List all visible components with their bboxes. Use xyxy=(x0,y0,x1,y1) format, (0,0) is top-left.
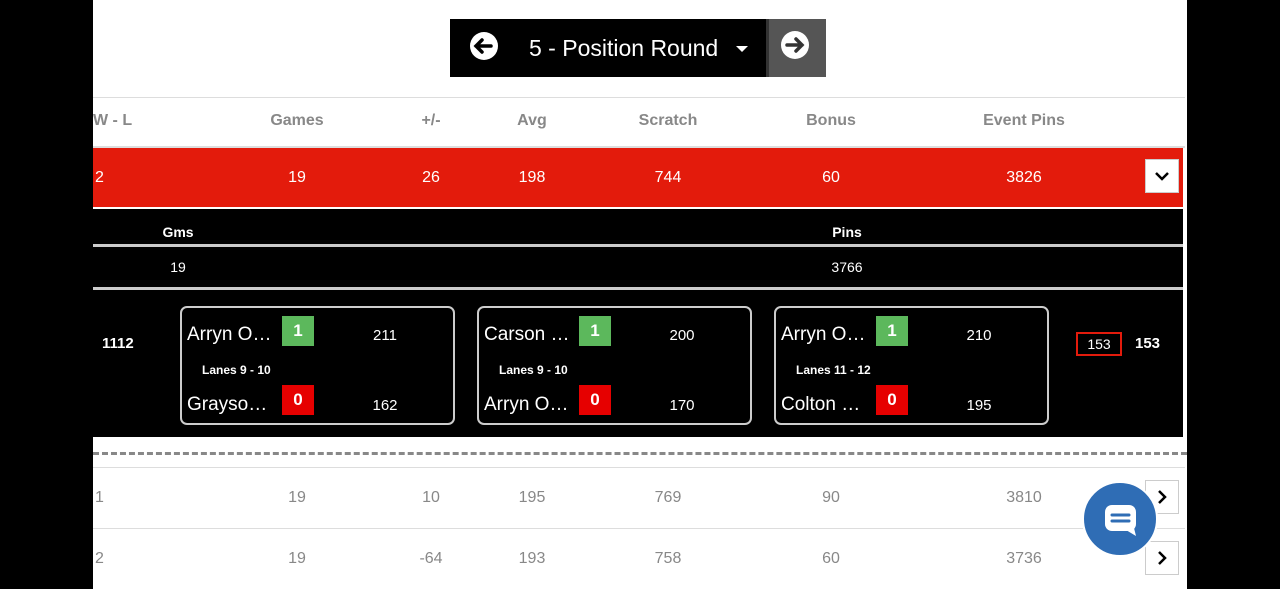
result: 0 xyxy=(876,385,908,415)
expand-button[interactable] xyxy=(1145,541,1179,575)
cell: 90 xyxy=(822,489,840,506)
cell: 3736 xyxy=(1006,550,1042,567)
dashed-divider xyxy=(93,452,1187,455)
score: 153 xyxy=(1135,335,1161,352)
lanes: Lanes 9 - 10 xyxy=(499,363,568,377)
column-header: Games xyxy=(270,112,324,129)
cell: 193 xyxy=(518,550,546,567)
cell: 1 xyxy=(95,489,104,506)
score: 195 xyxy=(966,397,992,414)
cell: -64 xyxy=(419,550,443,567)
chevron-right xyxy=(1158,551,1167,565)
column-header: Event Pins xyxy=(983,112,1065,129)
column-header: +/- xyxy=(421,112,441,129)
cell: 198 xyxy=(518,169,546,186)
divider xyxy=(93,287,1183,290)
match-card[interactable]: Lanes 9 - 10 Arryn O… 1 211 Grayso… 0 162 xyxy=(180,306,455,425)
boxed-score: 153 xyxy=(1076,332,1122,356)
detail-value: 3766 xyxy=(831,259,863,275)
detail-header: Gms xyxy=(162,224,194,240)
lanes: Lanes 11 - 12 xyxy=(796,363,871,377)
cell: 744 xyxy=(654,169,682,186)
cell: 60 xyxy=(822,169,840,186)
chat-button[interactable] xyxy=(1081,480,1159,558)
round-selector[interactable] xyxy=(450,19,766,77)
app: 5 - Position Round W - L 2 Games 19 +/- 26 Avg… xyxy=(93,0,1187,589)
score: 210 xyxy=(966,327,992,344)
player-name: Carson … xyxy=(484,324,570,345)
collapse-button[interactable] xyxy=(1145,159,1179,193)
total: 1112 xyxy=(102,335,134,352)
cell: 19 xyxy=(288,550,306,567)
cell: 26 xyxy=(422,169,440,186)
result: 1 xyxy=(579,316,611,346)
result: 1 xyxy=(282,316,314,346)
player-name: Grayso… xyxy=(187,394,268,415)
result: 0 xyxy=(282,385,314,415)
divider xyxy=(93,97,1185,98)
round-label: 5 - Position Round xyxy=(529,35,719,61)
cell: 60 xyxy=(822,550,840,567)
cell: 19 xyxy=(288,489,306,506)
chevron-down xyxy=(1155,172,1169,181)
match-card[interactable]: Lanes 9 - 10 Carson … 1 200 Arryn O… 0 170 xyxy=(477,306,752,425)
score: 200 xyxy=(669,327,695,344)
lanes: Lanes 9 - 10 xyxy=(202,363,271,377)
player-name: Arryn O… xyxy=(187,324,272,345)
caret xyxy=(736,46,748,52)
cell: 19 xyxy=(288,169,306,186)
cell: 769 xyxy=(654,489,682,506)
expanded-row[interactable] xyxy=(93,148,1183,207)
chevron-right xyxy=(1158,490,1167,504)
cell: 10 xyxy=(422,489,440,506)
cell: 3826 xyxy=(1006,169,1042,186)
column-header: Bonus xyxy=(806,112,856,129)
divider xyxy=(93,467,1185,468)
match-card[interactable]: Lanes 11 - 12 Arryn O… 1 210 Colton … 0 195 xyxy=(774,306,1049,425)
cell: 758 xyxy=(654,550,682,567)
divider xyxy=(93,244,1183,247)
column-header: Scratch xyxy=(638,112,698,129)
result: 0 xyxy=(579,385,611,415)
player-name: Colton … xyxy=(781,394,861,415)
divider xyxy=(93,528,1185,529)
score: 211 xyxy=(373,327,397,344)
column-header: W - L xyxy=(93,112,133,129)
score: 162 xyxy=(372,397,398,414)
detail-header: Pins xyxy=(832,224,862,240)
score: 170 xyxy=(669,397,695,414)
divider xyxy=(93,146,1185,148)
player-name: Arryn O… xyxy=(781,324,866,345)
next-icon xyxy=(781,31,809,59)
cell: 3810 xyxy=(1006,489,1042,506)
prev-round-button[interactable] xyxy=(467,31,501,65)
result: 1 xyxy=(876,316,908,346)
cell: 2 xyxy=(95,169,104,186)
detail-value: 19 xyxy=(170,259,186,275)
cell: 195 xyxy=(518,489,546,506)
player-name: Arryn O… xyxy=(484,394,569,415)
next-round-button[interactable] xyxy=(766,19,826,77)
column-header: Avg xyxy=(517,112,547,129)
cell: 2 xyxy=(95,550,104,567)
